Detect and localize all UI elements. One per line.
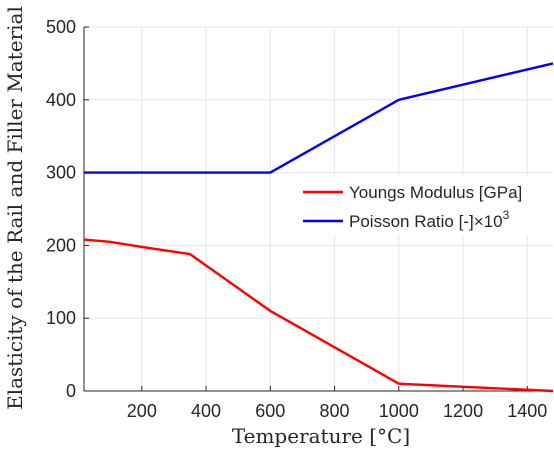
legend-label-poisson-ratio-exponent: 3 xyxy=(503,208,510,222)
legend-label-youngs-modulus: Youngs Modulus [GPa] xyxy=(349,183,522,202)
x-tick-label: 400 xyxy=(191,401,221,421)
x-tick-label: 800 xyxy=(320,401,350,421)
y-tick-label: 300 xyxy=(46,163,76,183)
axes xyxy=(83,26,553,392)
legend-box xyxy=(295,175,549,235)
legend-label-poisson-ratio: Poisson Ratio [-]×103 xyxy=(349,208,510,231)
series-lines xyxy=(83,62,554,393)
y-tick-label: 500 xyxy=(46,17,76,37)
x-tick-label: 1200 xyxy=(443,401,483,421)
x-tick-label: 200 xyxy=(127,401,157,421)
legend-label-poisson-ratio-scale: ×10 xyxy=(474,212,503,231)
y-tick-label: 0 xyxy=(66,381,76,401)
legend-label-poisson-ratio-name: Poisson Ratio [-] xyxy=(349,212,474,231)
x-tick-label: 1000 xyxy=(379,401,419,421)
x-axis-label: Temperature [°C] xyxy=(232,424,410,448)
y-tick-label: 100 xyxy=(46,308,76,328)
youngs-modulus-line xyxy=(83,238,554,393)
y-tick-label: 400 xyxy=(46,90,76,110)
tick-labels: 200 400 600 800 1000 1200 1400 0 100 200 300 400 500 xyxy=(46,17,547,421)
poisson-ratio-line xyxy=(84,62,554,174)
x-tick-label: 1400 xyxy=(507,401,547,421)
legend: Youngs Modulus [GPa] Poisson Ratio [-]×1… xyxy=(295,175,549,235)
x-tick-label: 600 xyxy=(255,401,285,421)
y-tick-label: 200 xyxy=(46,235,76,255)
y-axis-label: Elasticity of the Rail and Filler Materi… xyxy=(3,6,27,410)
